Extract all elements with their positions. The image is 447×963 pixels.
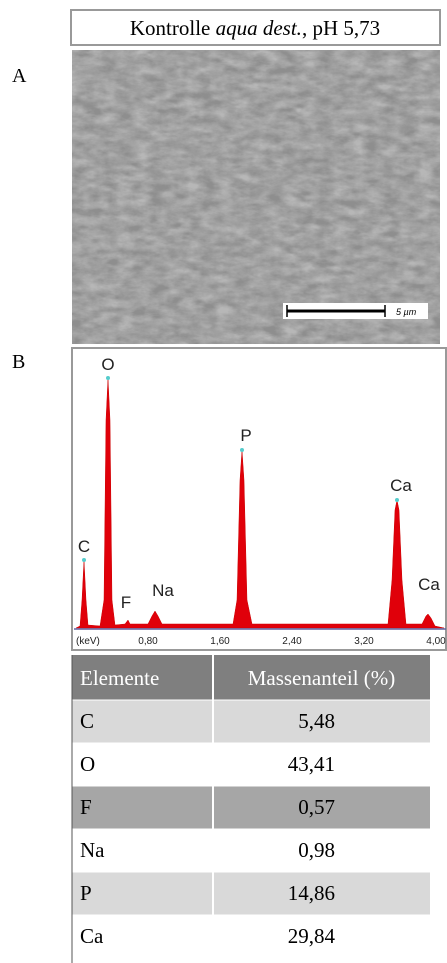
panel-label: B	[12, 351, 25, 373]
table-cell: C	[80, 709, 94, 733]
axis-tick-label: 3,20	[354, 636, 374, 647]
title-box	[70, 9, 441, 46]
panel-label: A	[12, 65, 27, 87]
axis-tick-label: 4,00	[426, 636, 446, 647]
axis-tick-label: 2,40	[282, 636, 302, 647]
title-part: Kontrolle	[130, 16, 216, 40]
axis-tick-label: 1,60	[210, 636, 230, 647]
title: Kontrolle aqua dest., pH 5,73	[130, 16, 380, 40]
title-part: aqua dest.	[216, 16, 302, 40]
peak-label: C	[78, 537, 90, 556]
spectrum	[75, 377, 445, 629]
table-cell: Na	[80, 838, 105, 862]
table-cell: Ca	[80, 924, 104, 948]
peak-marker	[106, 376, 110, 380]
table-cell: 0,57	[298, 795, 335, 819]
peak-label: P	[240, 426, 251, 445]
scale-bar-label: 5 µm	[396, 307, 417, 317]
spectrum-box	[71, 347, 447, 651]
table-cell: 5,48	[298, 709, 335, 733]
table-row-bg	[72, 700, 430, 743]
peak-label: F	[121, 593, 131, 612]
peak-label: Ca	[390, 476, 412, 495]
table-header-bg	[72, 655, 430, 700]
table-header: Elemente	[80, 666, 159, 690]
peak-marker	[240, 448, 244, 452]
table-row-bg	[72, 743, 430, 786]
table-cell: O	[80, 752, 95, 776]
peak-label: O	[101, 355, 114, 374]
table-row-bg	[72, 872, 430, 915]
peak-marker	[395, 498, 399, 502]
title-part: , pH 5,73	[302, 16, 380, 40]
peak-marker	[82, 558, 86, 562]
sem-texture	[72, 50, 440, 344]
table-cell: 0,98	[298, 838, 335, 862]
peak-label: Ca	[418, 575, 440, 594]
table-cell: 29,84	[288, 924, 336, 948]
table-cell: P	[80, 881, 92, 905]
axis-tick-label: 0,80	[138, 636, 158, 647]
table-row-bg	[72, 829, 430, 872]
axis-unit: (keV)	[76, 636, 100, 647]
table-header: Massenanteil (%)	[248, 666, 396, 690]
table-cell: 43,41	[288, 752, 335, 776]
table-row-bg	[72, 786, 430, 829]
peak-label: Na	[152, 581, 174, 600]
table-cell: F	[80, 795, 92, 819]
table-cell: 14,86	[288, 881, 335, 905]
table-row-bg	[72, 915, 430, 958]
